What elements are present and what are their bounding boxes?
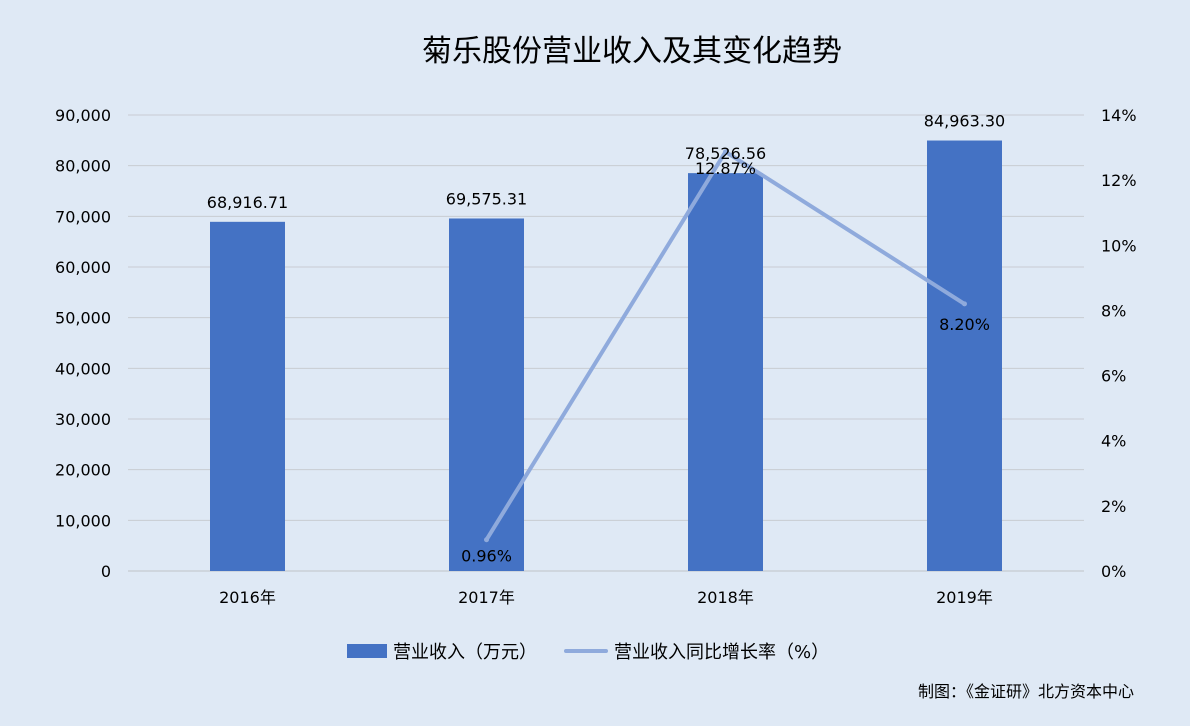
bar-series [210, 140, 1002, 572]
right-tick-label: 2% [1101, 497, 1126, 516]
line-data-labels: 0.96% 12.87% 8.20% [461, 159, 990, 566]
left-tick-label: 10,000 [55, 511, 111, 530]
right-tick-label: 10% [1101, 236, 1137, 255]
right-tick-label: 0% [1101, 562, 1126, 581]
bar-value-label: 78,526.56 [685, 144, 766, 163]
growth-value-label: 0.96% [461, 547, 512, 566]
bar-value-label: 68,916.71 [207, 193, 288, 212]
bar [688, 173, 763, 572]
right-tick-label: 14% [1101, 106, 1137, 125]
left-tick-label: 80,000 [55, 157, 111, 176]
legend: 营业收入（万元） 营业收入同比增长率（%） [347, 642, 829, 663]
growth-point [484, 537, 489, 543]
right-tick-label: 8% [1101, 301, 1126, 320]
left-tick-label: 90,000 [55, 106, 111, 125]
chart-title: 菊乐股份营业收入及其变化趋势 [422, 34, 842, 69]
legend-bar-label: 营业收入（万元） [393, 642, 537, 663]
x-axis: 2016年 2017年 2018年 2019年 [219, 588, 993, 607]
right-axis: 0% 2% 4% 6% 8% 10% 12% 14% [1101, 106, 1137, 581]
legend-line-label: 营业收入同比增长率（%） [614, 642, 829, 663]
left-axis: 0 10,000 20,000 30,000 40,000 50,000 60,000 70,… [55, 106, 111, 581]
x-tick-label: 2016年 [219, 588, 276, 607]
left-tick-label: 60,000 [55, 258, 111, 277]
left-tick-label: 20,000 [55, 461, 111, 480]
right-tick-label: 6% [1101, 367, 1126, 386]
legend-bar-swatch [347, 644, 387, 658]
x-tick-label: 2018年 [697, 588, 754, 607]
bar-data-labels: 68,916.71 69,575.31 78,526.56 84,963.30 [207, 112, 1005, 212]
right-tick-label: 4% [1101, 432, 1126, 451]
bar [210, 221, 285, 571]
bar-value-label: 69,575.31 [446, 189, 527, 208]
bar [927, 140, 1002, 571]
growth-value-label: 8.20% [939, 315, 990, 334]
source-note: 制图：《金证研》北方资本中心 [918, 682, 1134, 701]
right-tick-label: 12% [1101, 171, 1137, 190]
bar-value-label: 84,963.30 [924, 112, 1005, 131]
bar [449, 218, 524, 571]
growth-point [962, 301, 967, 307]
left-tick-label: 30,000 [55, 410, 111, 429]
x-tick-label: 2019年 [936, 588, 993, 607]
gridlines [128, 114, 1084, 572]
left-tick-label: 50,000 [55, 309, 111, 328]
growth-value-label: 12.87% [695, 159, 756, 178]
left-tick-label: 70,000 [55, 207, 111, 226]
growth-point [723, 149, 728, 155]
left-tick-label: 0 [101, 562, 111, 581]
left-tick-label: 40,000 [55, 359, 111, 378]
x-tick-label: 2017年 [458, 588, 515, 607]
line-series [484, 149, 967, 543]
